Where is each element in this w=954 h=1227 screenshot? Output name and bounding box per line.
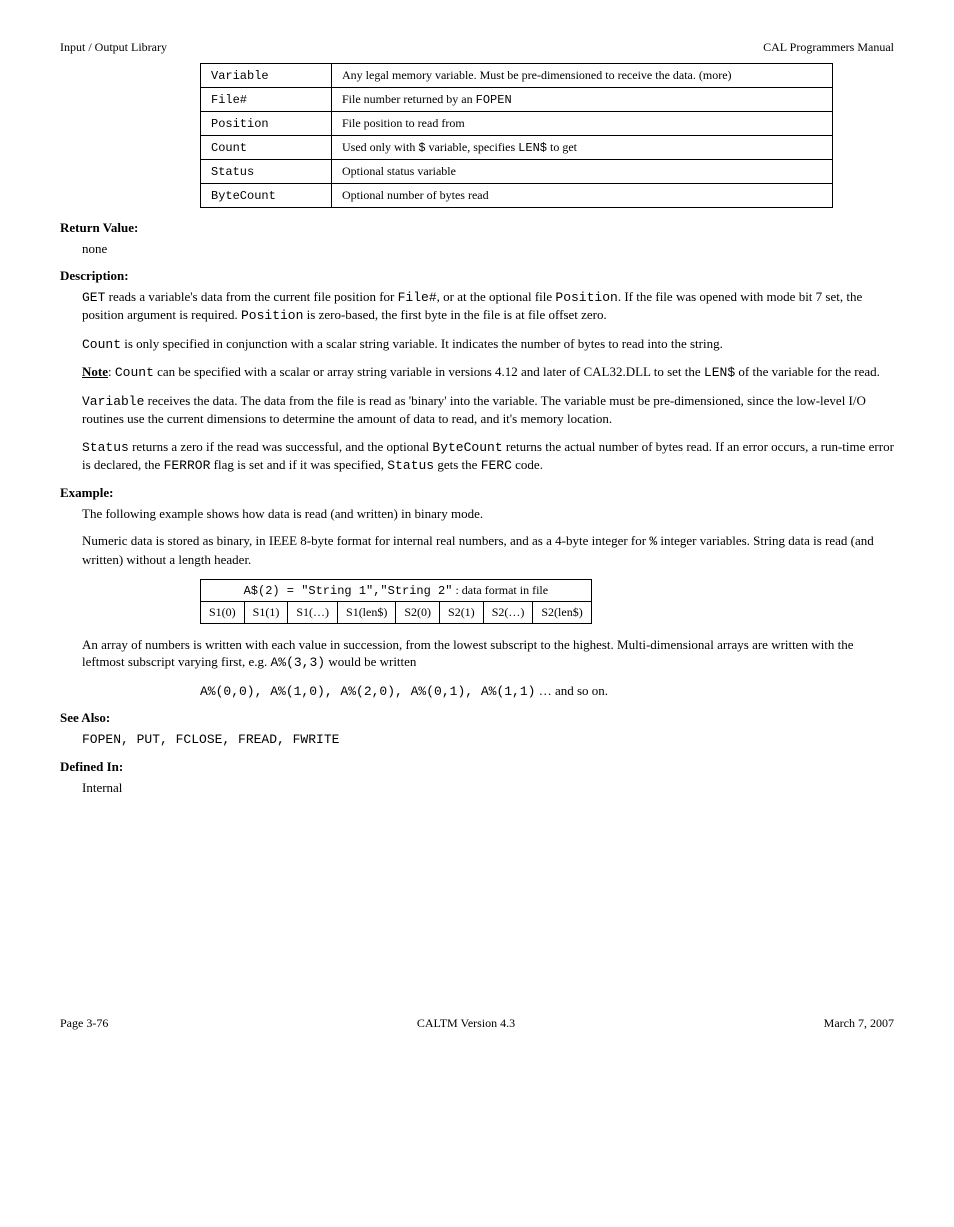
page-footer: Page 3-76 CALTM Version 4.3 March 7, 200… [60,1016,894,1031]
arg-label: Variable [201,64,332,88]
arg-desc: Optional number of bytes read [332,184,833,208]
see-also-label: See Also: [60,710,894,726]
arg-desc: File position to read from [332,112,833,136]
data-format-table: A$(2) = "String 1","String 2" : data for… [200,579,592,624]
description-text: GET reads a variable's data from the cur… [60,288,894,325]
arg-desc: File number returned by an FOPEN [332,88,833,112]
arg-label: Position [201,112,332,136]
array-order: A%(0,0), A%(1,0), A%(2,0), A%(0,1), A%(1… [60,682,894,701]
description-label: Description: [60,268,894,284]
format-cell: S1(len$) [338,601,396,623]
arg-desc: Optional status variable [332,160,833,184]
format-cell: S2(…) [483,601,533,623]
array-text: An array of numbers is written with each… [60,636,894,672]
example-intro: The following example shows how data is … [60,505,894,523]
format-cell: S1(1) [244,601,288,623]
format-cell: S2(0) [396,601,440,623]
example-text: Numeric data is stored as binary, in IEE… [60,532,894,568]
note-text: Note: Count can be specified with a scal… [60,363,894,382]
footer-left: Page 3-76 [60,1016,108,1031]
return-value-text: none [60,240,894,258]
footer-center: CALTM Version 4.3 [417,1016,515,1031]
count-text: Count is only specified in conjunction w… [60,335,894,354]
arg-label: Count [201,136,332,160]
status-text: Status returns a zero if the read was su… [60,438,894,475]
defined-in-label: Defined In: [60,759,894,775]
defined-in-text: Internal [60,779,894,797]
example-label: Example: [60,485,894,501]
format-cell: S2(1) [440,601,484,623]
note-label: Note [82,364,108,379]
arg-desc: Any legal memory variable. Must be pre-d… [332,64,833,88]
header-right: CAL Programmers Manual [763,40,894,55]
return-value-label: Return Value: [60,220,894,236]
header-left: Input / Output Library [60,40,167,55]
variable-text: Variable receives the data. The data fro… [60,392,894,428]
arg-desc: Used only with $ variable, specifies LEN… [332,136,833,160]
arg-label: File# [201,88,332,112]
see-also-text: FOPEN, PUT, FCLOSE, FREAD, FWRITE [60,730,894,749]
page-header: Input / Output Library CAL Programmers M… [60,40,894,55]
format-cell: S1(…) [288,601,338,623]
arg-label: ByteCount [201,184,332,208]
arg-label: Status [201,160,332,184]
format-cell: S2(len$) [533,601,591,623]
format-cell: S1(0) [201,601,245,623]
arguments-table: VariableAny legal memory variable. Must … [200,63,833,208]
footer-right: March 7, 2007 [824,1016,894,1031]
note-body: : Count can be specified with a scalar o… [108,364,880,379]
format-table-title: A$(2) = "String 1","String 2" : data for… [201,579,592,601]
